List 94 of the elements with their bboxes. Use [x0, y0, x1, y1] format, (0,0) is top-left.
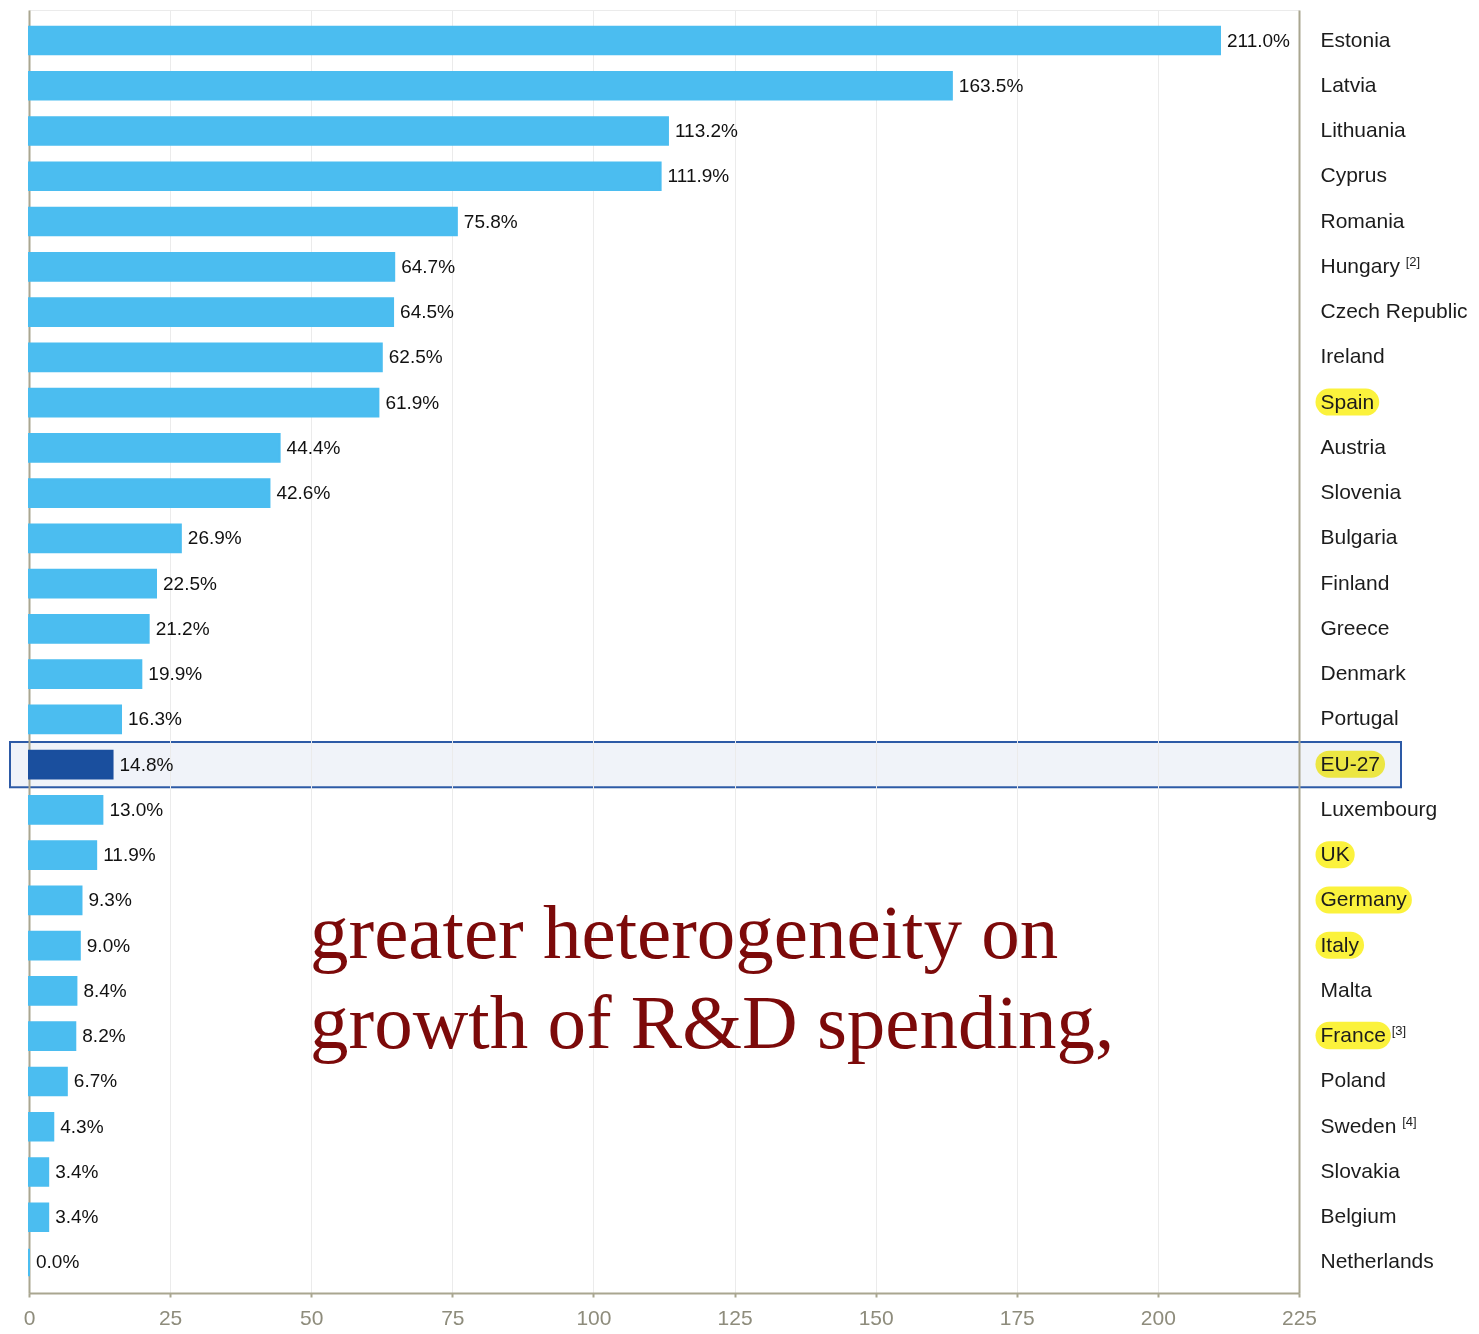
data-label: 64.7%	[401, 255, 456, 277]
data-label: 22.5%	[163, 572, 217, 594]
data-label: 0.0%	[36, 1251, 80, 1273]
bar	[28, 387, 380, 418]
bar	[28, 1202, 50, 1232]
bar	[28, 116, 669, 146]
data-label: 8.2%	[82, 1025, 126, 1047]
bar	[28, 795, 104, 825]
y-tick-label: Slovenia	[1320, 480, 1402, 504]
bar	[28, 206, 458, 237]
data-label: 64.5%	[400, 301, 455, 323]
data-label: 6.7%	[73, 1070, 118, 1092]
bar	[28, 749, 114, 780]
bar	[28, 297, 395, 327]
data-label: 42.6%	[276, 482, 331, 504]
bar	[28, 568, 157, 599]
data-label: 19.9%	[148, 663, 203, 685]
data-label: 21.2%	[155, 617, 210, 639]
y-tick-label: Netherlands	[1320, 1249, 1434, 1273]
y-tick-label: Italy	[1320, 932, 1360, 956]
y-tick-label: Malta	[1320, 977, 1373, 1001]
x-tick-label: 100	[576, 1305, 612, 1329]
data-label: 111.9%	[667, 165, 730, 187]
data-label: 44.4%	[286, 436, 341, 458]
data-label: 75.8%	[463, 210, 518, 232]
x-tick-label: 150	[858, 1305, 894, 1329]
bar	[28, 252, 396, 282]
bar	[28, 614, 150, 644]
data-label: 62.5%	[388, 346, 443, 368]
x-tick-label: 200	[1140, 1305, 1176, 1329]
y-tick-label: Ireland	[1320, 344, 1385, 368]
bar	[28, 161, 662, 192]
y-tick-label: Estonia	[1320, 27, 1391, 51]
y-tick-label: Sweden $^{[4]}$	[1320, 1113, 1417, 1137]
x-tick-label: 50	[300, 1305, 324, 1329]
x-tick-label: 75	[441, 1305, 465, 1329]
bar	[28, 433, 281, 463]
x-tick-label: 25	[158, 1305, 183, 1329]
data-label: 211.0%	[1226, 29, 1291, 51]
y-tick-label: Bulgaria	[1320, 525, 1398, 549]
y-tick-label: Greece	[1320, 615, 1390, 639]
x-tick-label: 0	[23, 1305, 36, 1329]
y-tick-label: Finland	[1320, 570, 1390, 594]
bar	[28, 659, 143, 689]
data-label: 9.3%	[88, 889, 132, 911]
bar	[28, 1111, 55, 1142]
data-label: 14.8%	[119, 753, 174, 775]
bar	[28, 885, 83, 916]
bar	[28, 25, 1221, 56]
y-tick-label: Austria	[1320, 434, 1387, 458]
data-label: 3.4%	[55, 1160, 99, 1182]
y-tick-label: Hungary $^{[2]}$	[1320, 253, 1421, 277]
bar	[28, 342, 383, 373]
annotation: greater heterogeneity on growth of R&D spending,	[310, 889, 1115, 1065]
y-tick-label: Cyprus	[1320, 163, 1388, 187]
y-tick-label: Germany	[1320, 887, 1408, 911]
y-tick-label: France $^{[3]}$	[1320, 1022, 1407, 1047]
bar	[28, 930, 81, 961]
y-tick-label: Latvia	[1320, 72, 1377, 96]
data-label: 113.2%	[674, 120, 739, 142]
data-label: 61.9%	[385, 391, 440, 413]
x-tick-label: 175	[999, 1305, 1035, 1329]
y-tick-label: UK	[1320, 842, 1350, 866]
bar	[28, 1066, 68, 1097]
y-tick-label: EU-27	[1320, 751, 1381, 775]
y-tick-label: Luxembourg	[1320, 796, 1438, 820]
data-label: 16.3%	[128, 708, 182, 730]
y-tick-label: Portugal	[1320, 706, 1399, 730]
data-label: 9.0%	[86, 934, 131, 956]
y-tick-label: Romania	[1320, 208, 1405, 232]
data-label: 8.4%	[83, 979, 127, 1001]
data-label: 3.4%	[55, 1206, 99, 1228]
y-tick-label: Lithuania	[1320, 118, 1407, 142]
y-tick-label: Denmark	[1320, 661, 1407, 685]
bar	[28, 976, 78, 1006]
data-label: 13.0%	[109, 798, 164, 820]
data-label: 163.5%	[958, 74, 1024, 96]
x-tick-label: 225	[1281, 1305, 1318, 1329]
data-label: 4.3%	[60, 1115, 104, 1137]
bar	[28, 704, 122, 735]
bar	[28, 840, 98, 870]
bar	[28, 1157, 50, 1187]
bar	[28, 478, 271, 508]
y-tick-label: Spain	[1320, 389, 1375, 413]
y-tick-label: Poland	[1320, 1068, 1386, 1092]
y-tick-label: Czech Republic	[1320, 299, 1468, 323]
bar	[28, 71, 953, 101]
bar	[28, 1021, 77, 1051]
data-label: 11.9%	[103, 844, 156, 866]
bar	[28, 523, 182, 554]
y-tick-label: Slovakia	[1320, 1158, 1401, 1182]
data-label: 26.9%	[187, 527, 242, 549]
y-tick-label: Belgium	[1320, 1204, 1397, 1228]
x-tick-label: 125	[717, 1305, 753, 1329]
